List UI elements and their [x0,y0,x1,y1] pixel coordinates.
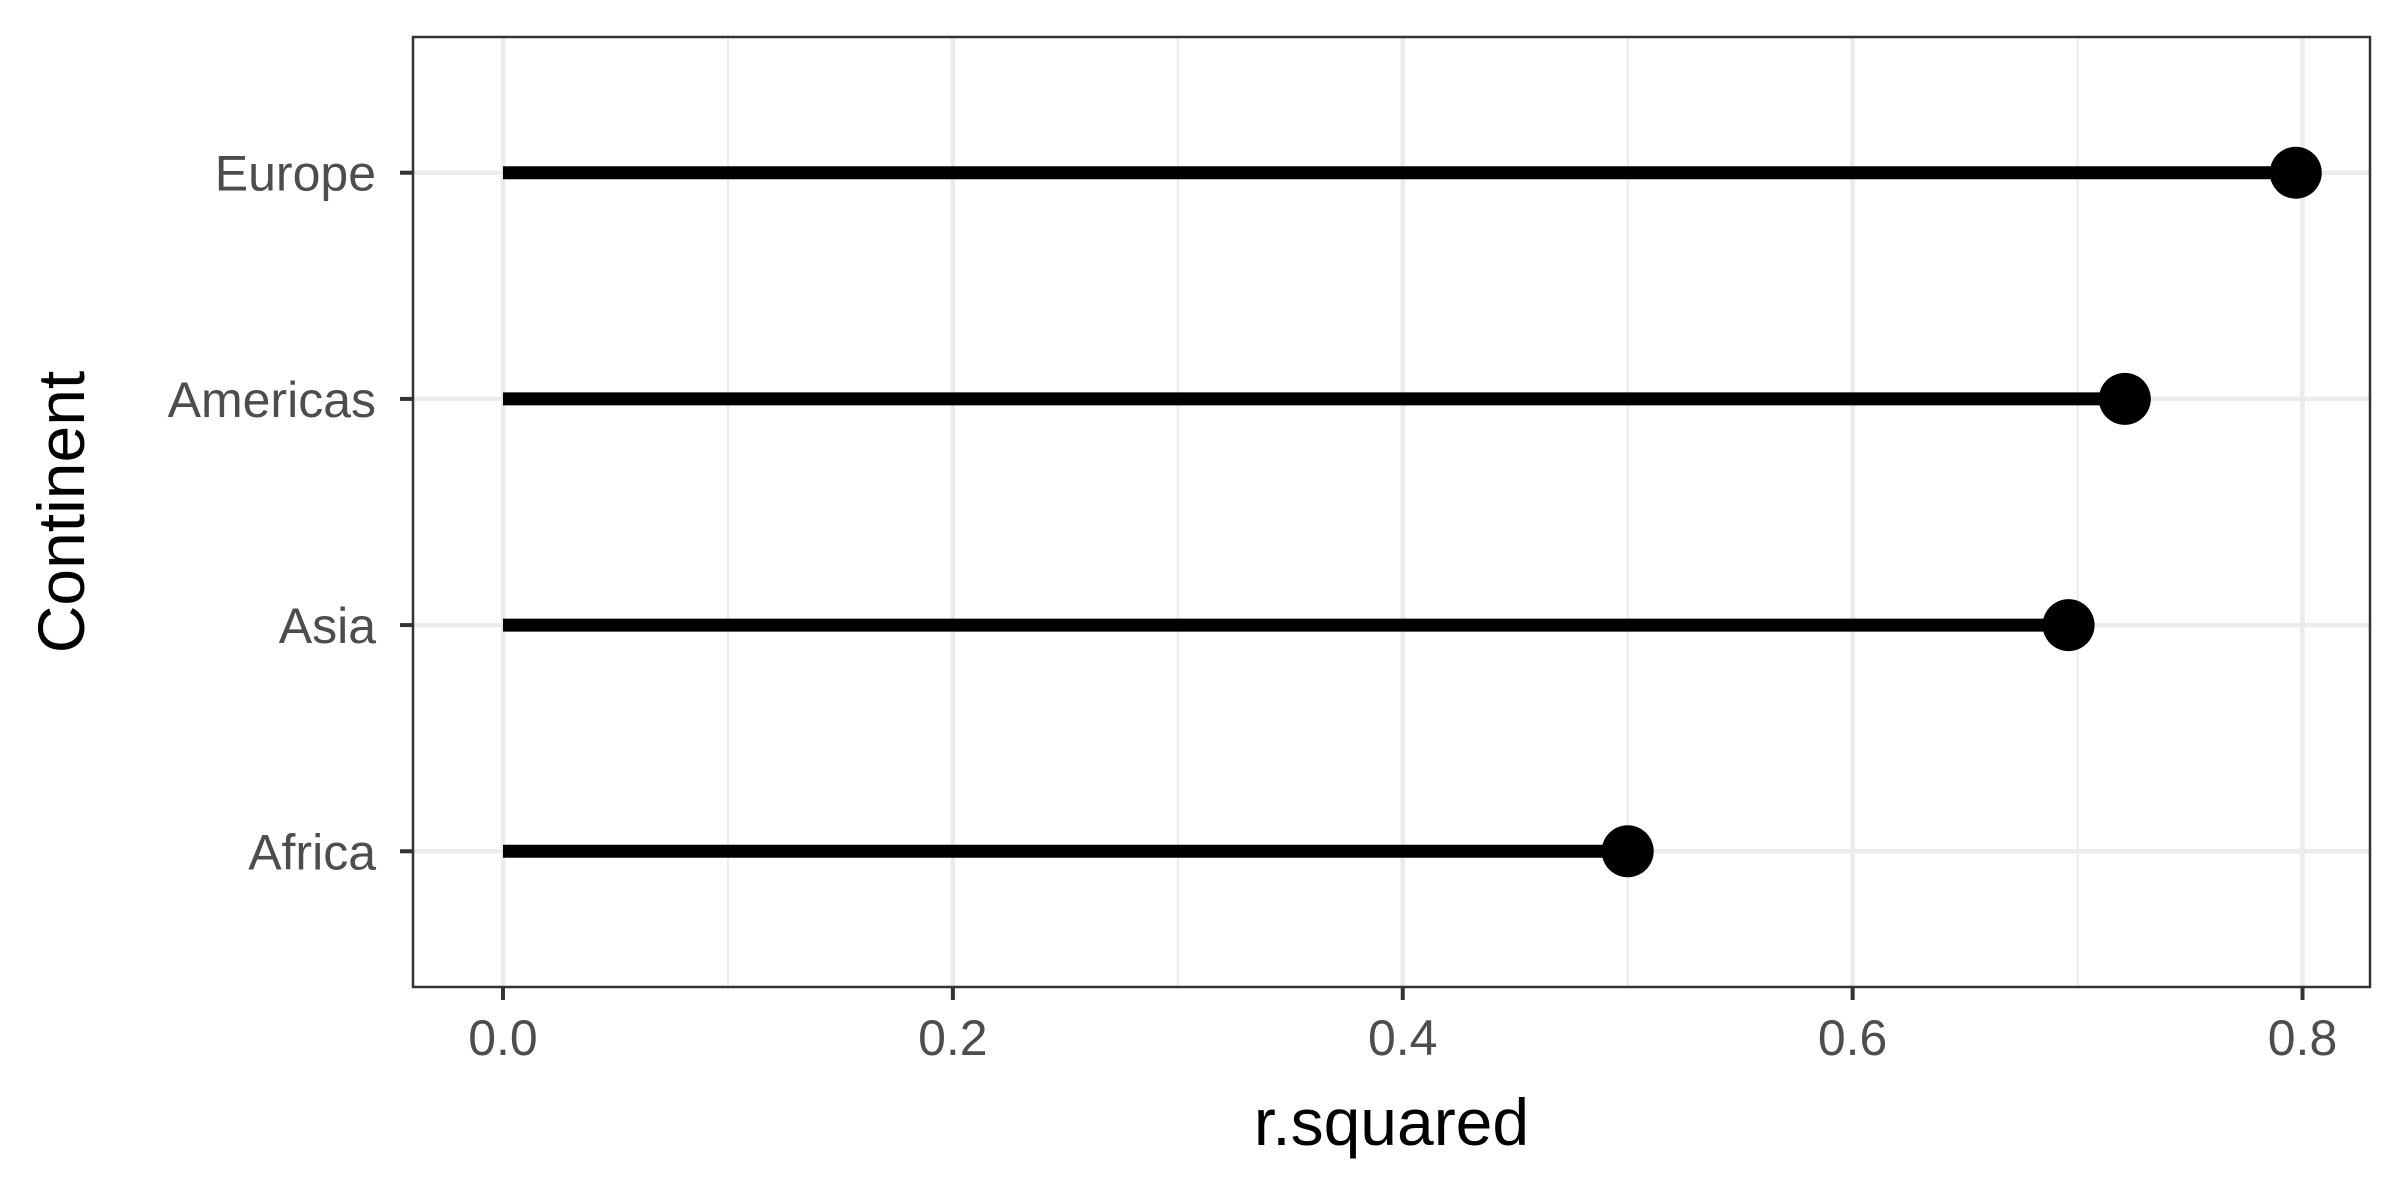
x-tick-label: 0.6 [1818,1010,1888,1066]
lollipop-point-europe [2269,146,2322,199]
y-tick-label-europe: Europe [215,146,376,202]
y-axis-title: Continent [24,371,98,654]
x-axis-title: r.squared [1254,1085,1529,1159]
y-tick-label-asia: Asia [279,598,376,654]
axes: 0.0 0.2 0.4 0.6 0.8 Africa Asia Americas Europe [168,146,2338,1066]
data-marks [502,146,2322,878]
lollipop-point-africa [1601,825,1654,878]
x-tick-label: 0.8 [2268,1010,2338,1066]
y-tick-label-africa: Africa [248,824,376,880]
x-tick-label: 0.2 [918,1010,988,1066]
x-tick-label: 0.4 [1368,1010,1438,1066]
y-tick-label-americas: Americas [168,372,376,428]
x-tick-label: 0.0 [468,1010,538,1066]
panel-border [411,35,2372,989]
lollipop-point-americas [2098,372,2151,425]
lollipop-point-asia [2042,599,2095,652]
